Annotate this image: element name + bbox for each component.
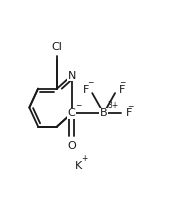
Text: F: F [82, 85, 89, 95]
Text: K: K [75, 161, 83, 171]
Text: −: − [75, 101, 81, 110]
Text: −: − [119, 78, 126, 87]
Text: +: + [81, 154, 88, 163]
Text: N: N [67, 71, 76, 81]
Text: −: − [87, 78, 93, 87]
Text: 3+: 3+ [107, 101, 118, 110]
Text: F: F [126, 108, 132, 118]
Text: F: F [118, 85, 125, 95]
Text: Cl: Cl [52, 42, 62, 52]
Text: O: O [67, 141, 76, 151]
Text: −: − [127, 102, 133, 111]
Text: B: B [100, 108, 108, 118]
Text: C: C [68, 108, 75, 118]
